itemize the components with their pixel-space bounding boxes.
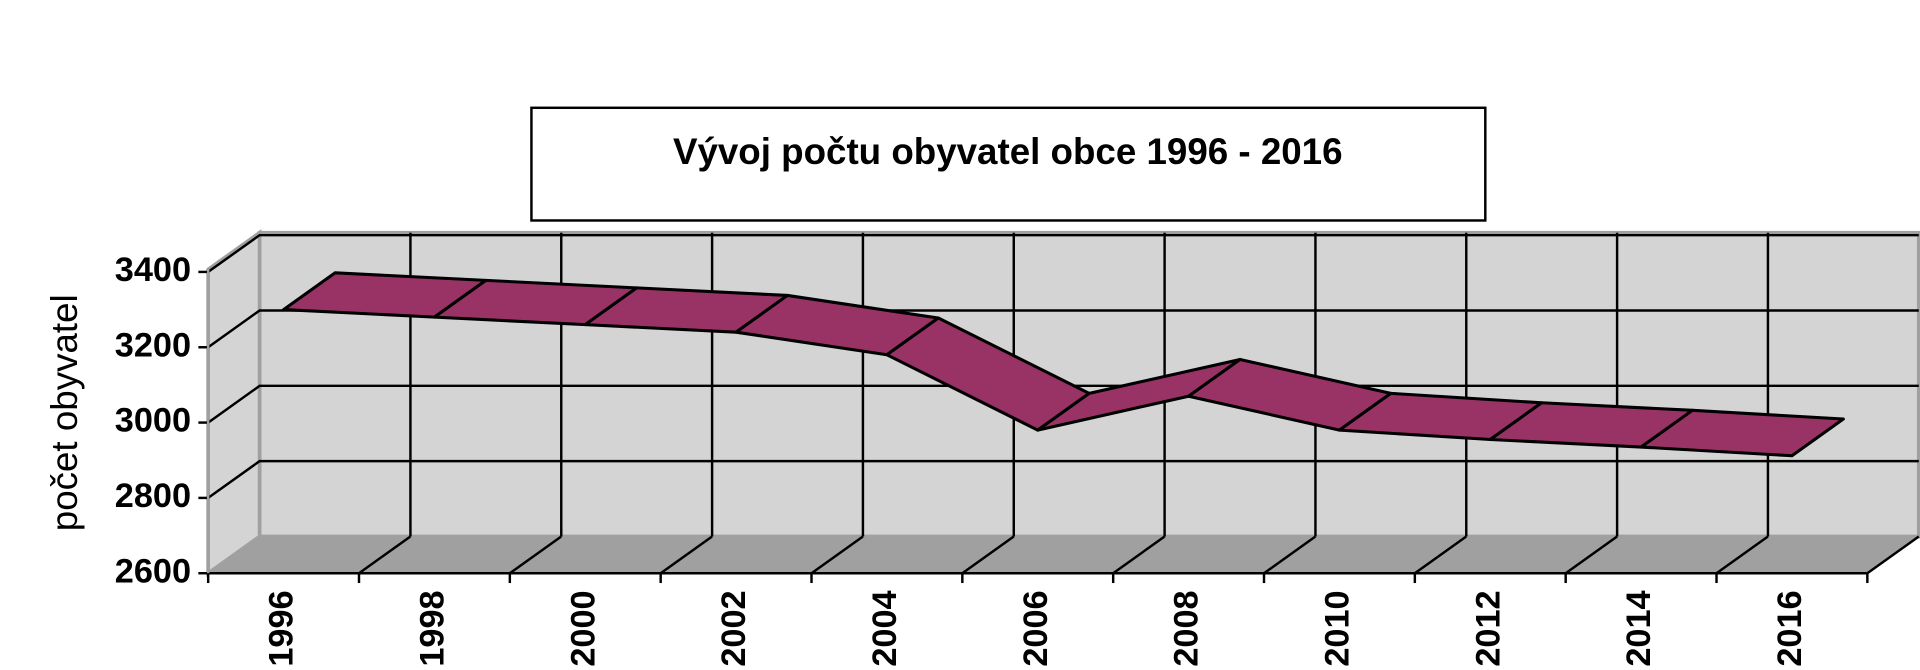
y-tick-label: 2800 <box>115 477 191 515</box>
x-tick-label: 2010 <box>1318 590 1356 666</box>
floor-line <box>659 535 713 575</box>
grid-line <box>207 309 1919 349</box>
x-tick-label: 2000 <box>564 590 602 666</box>
floor-line <box>1414 535 1467 575</box>
y-tick-label: 3200 <box>115 326 191 364</box>
floor-line <box>1715 535 1769 575</box>
floor-line <box>810 535 864 575</box>
floor <box>208 536 1919 574</box>
x-tick-label: 1996 <box>263 590 301 666</box>
grid-line <box>207 384 1919 424</box>
x-tick-label: 2016 <box>1771 590 1809 666</box>
floor-line <box>1866 535 1920 575</box>
x-tick-label: 2002 <box>715 590 753 666</box>
floor-line <box>1564 535 1618 575</box>
floor-line <box>509 535 562 575</box>
y-tick-label: 3400 <box>115 251 191 289</box>
title-box <box>530 106 1487 222</box>
ribbon-segment <box>1639 408 1845 458</box>
y-axis-label: počet obyvatel <box>44 294 85 531</box>
grid-line <box>207 459 1919 499</box>
x-tick-label: 2012 <box>1469 590 1507 666</box>
floor-line <box>1263 535 1317 575</box>
y-tick-label: 3000 <box>115 402 191 440</box>
floor-line <box>1112 535 1166 575</box>
chart-title: Vývoj počtu obyvatel obce 1996 - 2016 <box>673 131 1343 172</box>
grid-line <box>207 233 1919 273</box>
y-tick-label: 2600 <box>115 552 191 590</box>
x-tick-label: 2006 <box>1017 590 1055 666</box>
floor-line <box>961 535 1015 575</box>
x-tick-label: 2008 <box>1168 590 1206 666</box>
floor-line <box>358 535 412 575</box>
x-tick-label: 2004 <box>866 590 904 666</box>
x-tick-label: 1998 <box>413 590 451 666</box>
x-tick-label: 2014 <box>1620 590 1658 666</box>
